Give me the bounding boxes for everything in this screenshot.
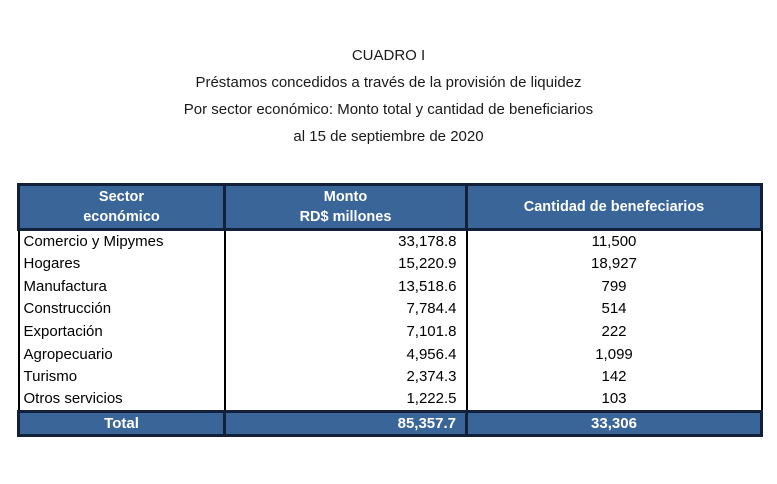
cell-beneficiarios: 11,500 xyxy=(465,229,763,253)
table-body: Comercio y Mipymes 33,178.8 11,500 Hogar… xyxy=(17,229,763,411)
cell-sector: Otros servicios xyxy=(17,388,226,411)
header-monto-line1: Monto xyxy=(323,189,368,205)
cell-beneficiarios: 103 xyxy=(465,388,763,411)
table-row: Manufactura 13,518.6 799 xyxy=(17,274,763,298)
table-row: Comercio y Mipymes 33,178.8 11,500 xyxy=(17,229,763,253)
title-subtitle-1: Préstamos concedidos a través de la prov… xyxy=(195,74,582,91)
cell-beneficiarios: 799 xyxy=(465,274,763,298)
total-beneficiarios: 33,306 xyxy=(465,409,763,437)
table-title-block: CUADRO I Préstamos concedidos a través d… xyxy=(0,42,777,150)
header-beneficiarios: Cantidad de benefeciarios xyxy=(465,183,763,231)
cell-monto: 33,178.8 xyxy=(223,229,468,253)
cell-sector: Agropecuario xyxy=(17,342,226,366)
table-row: Exportación 7,101.8 222 xyxy=(17,320,763,343)
cell-beneficiarios: 514 xyxy=(465,297,763,321)
cell-beneficiarios: 222 xyxy=(465,320,763,343)
cell-monto: 15,220.9 xyxy=(223,252,468,275)
total-row: Total 85,357.7 33,306 xyxy=(17,409,763,437)
header-sector-line2: económico xyxy=(83,209,160,225)
header-monto: Monto RD$ millones xyxy=(223,183,468,231)
loans-table-container: Sector económico Monto RD$ millones Cant… xyxy=(17,183,763,437)
cell-beneficiarios: 18,927 xyxy=(465,252,763,275)
title-date: al 15 de septiembre de 2020 xyxy=(293,128,484,145)
title-subtitle-2: Por sector económico: Monto total y cant… xyxy=(183,101,594,118)
table-row: Turismo 2,374.3 142 xyxy=(17,365,763,389)
cell-sector: Hogares xyxy=(17,252,226,275)
cell-monto: 7,101.8 xyxy=(223,320,468,343)
header-sector-line1: Sector xyxy=(98,189,145,205)
total-label: Total xyxy=(17,409,226,437)
header-monto-line2: RD$ millones xyxy=(299,209,392,225)
cell-sector: Manufactura xyxy=(17,274,226,298)
cell-monto: 13,518.6 xyxy=(223,274,468,298)
cell-monto: 1,222.5 xyxy=(223,388,468,411)
cell-sector: Comercio y Mipymes xyxy=(17,229,226,253)
table-header: Sector económico Monto RD$ millones Cant… xyxy=(17,183,763,231)
table-row: Otros servicios 1,222.5 103 xyxy=(17,388,763,411)
loans-by-sector-table: Sector económico Monto RD$ millones Cant… xyxy=(17,183,763,437)
header-sector: Sector económico xyxy=(17,183,226,231)
table-row: Agropecuario 4,956.4 1,099 xyxy=(17,342,763,366)
cell-sector: Exportación xyxy=(17,320,226,343)
cell-sector: Construcción xyxy=(17,297,226,321)
cell-sector: Turismo xyxy=(17,365,226,389)
cell-monto: 7,784.4 xyxy=(223,297,468,321)
table-row: Hogares 15,220.9 18,927 xyxy=(17,252,763,275)
cell-monto: 2,374.3 xyxy=(223,365,468,389)
total-monto: 85,357.7 xyxy=(223,409,468,437)
cell-beneficiarios: 142 xyxy=(465,365,763,389)
table-footer: Total 85,357.7 33,306 xyxy=(17,409,763,437)
cell-beneficiarios: 1,099 xyxy=(465,342,763,366)
cell-monto: 4,956.4 xyxy=(223,342,468,366)
table-row: Construcción 7,784.4 514 xyxy=(17,297,763,321)
header-row: Sector económico Monto RD$ millones Cant… xyxy=(17,183,763,231)
title-cuadro: CUADRO I xyxy=(351,47,426,64)
